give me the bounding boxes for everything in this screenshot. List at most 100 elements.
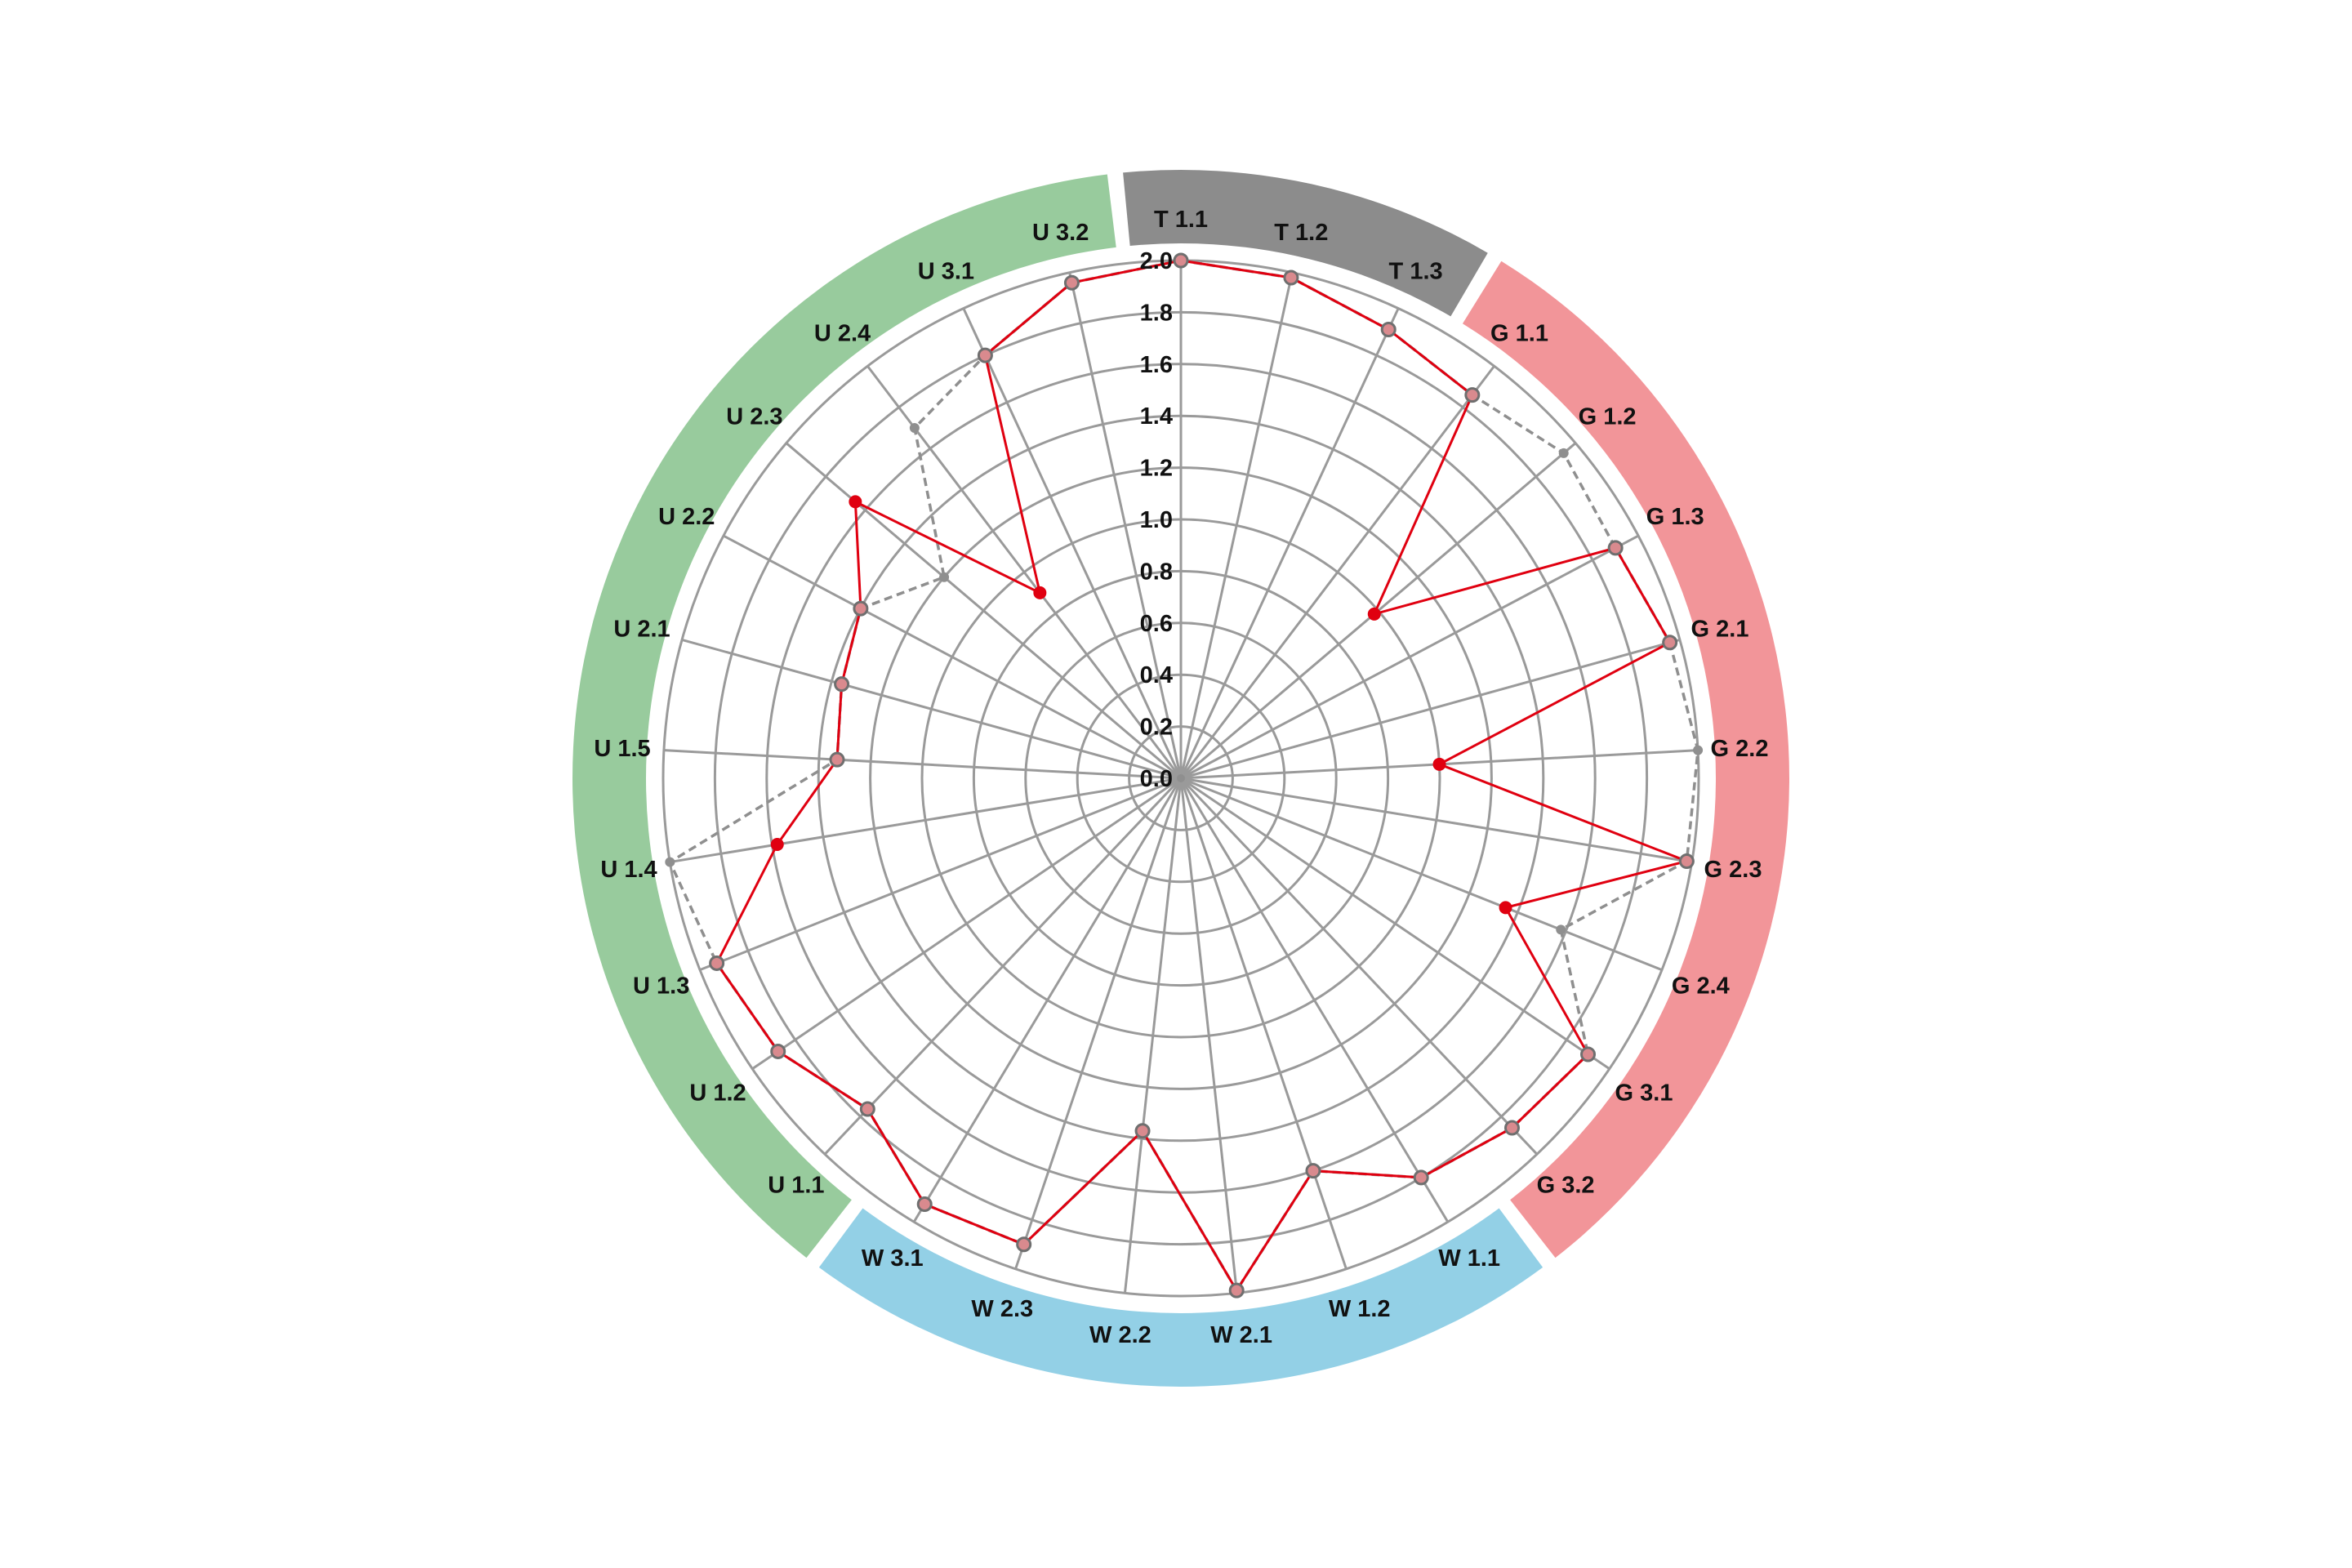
- category-label-g-3-1: G 3.1: [1615, 1080, 1673, 1106]
- shared-series-point: [1464, 387, 1481, 403]
- category-label-u-2-4: U 2.4: [814, 321, 871, 347]
- grid-spoke: [1179, 365, 1495, 779]
- series-line-solid: [715, 259, 1691, 1293]
- shared-series-point: [1228, 1282, 1245, 1298]
- grid-spoke: [723, 534, 1182, 780]
- category-label-u-1-2: U 1.2: [689, 1080, 746, 1106]
- grid-spoke: [1180, 638, 1681, 780]
- category-label-g-2-4: G 2.4: [1672, 973, 1730, 1000]
- shared-series-point: [1380, 321, 1396, 337]
- solid-series-point: [849, 495, 862, 509]
- shared-series-point: [916, 1196, 933, 1213]
- shared-series-point: [1607, 540, 1624, 556]
- solid-series-point: [1367, 607, 1381, 621]
- grid-spoke: [681, 638, 1182, 780]
- dashed-series-point: [665, 857, 675, 867]
- tick-label: 0.0: [1140, 766, 1173, 792]
- grid-spoke: [663, 749, 1182, 780]
- shared-series-point: [1662, 635, 1678, 651]
- dashed-series-point: [909, 422, 920, 433]
- dashed-series-point: [1558, 448, 1569, 458]
- grid-spoke: [912, 777, 1183, 1223]
- shared-series-point: [1063, 274, 1080, 291]
- shared-series-point: [829, 751, 845, 768]
- grid-spoke: [785, 442, 1182, 780]
- category-label-u-1-4: U 1.4: [600, 857, 657, 883]
- grid-spoke: [1179, 777, 1539, 1156]
- solid-series-point: [1432, 757, 1446, 771]
- tick-label: 0.8: [1140, 559, 1173, 585]
- tick-label: 2.0: [1140, 248, 1173, 274]
- shared-series-point: [709, 955, 725, 971]
- shared-series-point: [1016, 1236, 1032, 1253]
- category-label-u-2-2: U 2.2: [658, 504, 715, 530]
- tick-label: 0.4: [1140, 662, 1173, 688]
- grid-spoke: [670, 777, 1182, 864]
- category-label-t-1-1: T 1.1: [1154, 207, 1208, 233]
- category-label-g-2-1: G 2.1: [1691, 617, 1749, 643]
- grid-spoke: [751, 777, 1182, 1071]
- grid-spoke: [866, 365, 1183, 779]
- group-band-u: [572, 174, 1116, 1258]
- shared-series-point: [1580, 1046, 1597, 1062]
- category-label-u-3-2: U 3.2: [1032, 220, 1089, 246]
- category-label-w-3-1: W 3.1: [862, 1245, 924, 1272]
- category-label-w-2-1: W 2.1: [1210, 1322, 1272, 1348]
- shared-series-point: [1173, 252, 1189, 269]
- category-label-w-1-2: W 1.2: [1329, 1296, 1391, 1322]
- grid-spoke: [1180, 534, 1639, 780]
- grid-spoke: [1179, 307, 1400, 779]
- shared-series-point: [1678, 853, 1695, 870]
- shared-series-point: [834, 676, 850, 693]
- grid-spoke: [1180, 777, 1663, 972]
- category-label-u-1-5: U 1.5: [594, 736, 650, 762]
- category-label-g-2-2: G 2.2: [1711, 736, 1769, 762]
- shared-series-point: [977, 347, 993, 363]
- tick-label: 1.8: [1140, 300, 1173, 326]
- tick-label: 1.4: [1140, 403, 1173, 430]
- center-hub: [1177, 774, 1185, 782]
- grid-spoke: [1180, 777, 1692, 864]
- grid-spoke: [1179, 272, 1294, 779]
- grid-spoke: [1123, 777, 1183, 1294]
- category-label-g-3-2: G 3.2: [1537, 1172, 1595, 1198]
- solid-series-point: [770, 838, 784, 852]
- category-label-u-3-1: U 3.1: [918, 258, 974, 284]
- shared-series-point: [853, 600, 869, 617]
- grid-spoke: [1068, 272, 1183, 779]
- category-label-w-2-2: W 2.2: [1089, 1322, 1152, 1348]
- tick-label: 0.6: [1140, 611, 1173, 637]
- shared-series-point: [1305, 1163, 1321, 1179]
- radial-tick-labels: 0.0 0.2 0.4 0.6 0.8 1.0 1.2 1.4 1.6 1.8 2.0: [1140, 248, 1173, 792]
- group-band-w: [818, 1208, 1544, 1388]
- grid-spoke: [1179, 777, 1450, 1223]
- category-label-w-1-1: W 1.1: [1438, 1245, 1500, 1272]
- tick-label: 1.2: [1140, 456, 1173, 482]
- category-label-g-2-3: G 2.3: [1704, 857, 1762, 883]
- category-label-g-1-2: G 1.2: [1579, 404, 1637, 430]
- shared-series-point: [859, 1101, 875, 1117]
- category-label-g-1-3: G 1.3: [1646, 504, 1704, 530]
- grid-spoke: [699, 777, 1182, 972]
- grid-spoke: [962, 307, 1183, 779]
- solid-series-point: [1033, 586, 1047, 599]
- tick-label: 1.0: [1140, 507, 1173, 533]
- grid-spoke: [1180, 777, 1610, 1071]
- tick-label: 0.2: [1140, 715, 1173, 741]
- category-label-u-1-1: U 1.1: [768, 1172, 824, 1198]
- dashed-series-point: [939, 572, 950, 582]
- solid-series-point: [1499, 901, 1512, 915]
- category-label-t-1-2: T 1.2: [1274, 220, 1328, 246]
- category-labels: T 1.1 T 1.2 T 1.3 G 1.1 G 1.2 G 1.3 G 2.1 G 2.2…: [594, 207, 1768, 1348]
- grid-spoke: [1179, 777, 1239, 1294]
- shared-series-point: [1413, 1169, 1429, 1186]
- dashed-series-point: [1556, 924, 1566, 935]
- dashed-series-point: [1693, 745, 1704, 755]
- grid-spoke: [1014, 777, 1183, 1270]
- category-label-u-1-3: U 1.3: [633, 973, 689, 1000]
- category-label-u-2-3: U 2.3: [726, 404, 782, 430]
- category-label-u-2-1: U 2.1: [613, 617, 670, 643]
- tick-label: 1.6: [1140, 352, 1173, 378]
- category-label-w-2-3: W 2.3: [971, 1296, 1033, 1322]
